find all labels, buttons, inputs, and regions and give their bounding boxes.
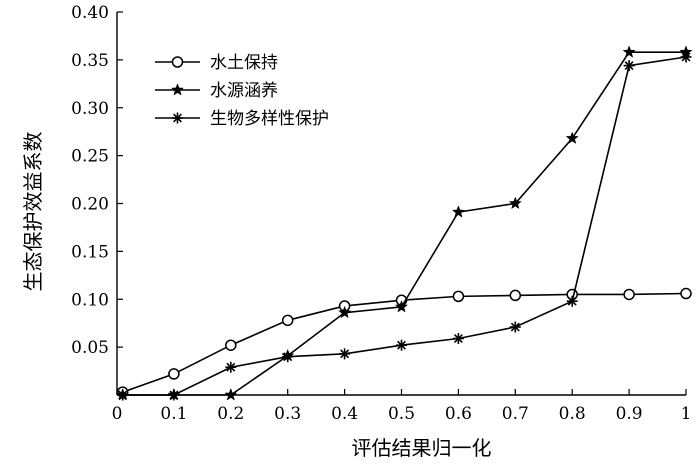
asterisk-stroke <box>118 390 128 400</box>
y-tick-label: 0.05 <box>71 338 109 358</box>
x-tick-label: 0.7 <box>502 404 529 424</box>
x-tick-label: 0.3 <box>274 404 301 424</box>
series-line-star <box>122 51 686 396</box>
asterisk-stroke <box>681 52 691 62</box>
y-tick-label: 0.25 <box>71 147 109 167</box>
legend-marker-circle <box>171 56 184 68</box>
data-point-asterisk <box>396 339 407 351</box>
data-point-star <box>622 45 636 58</box>
y-tick-label: 0.10 <box>71 290 109 310</box>
y-tick-label: 0.30 <box>71 99 109 119</box>
asterisk-stroke <box>567 296 577 306</box>
data-point-asterisk <box>168 389 180 401</box>
legend-label: 水土保持 <box>210 53 278 73</box>
data-point-star <box>394 299 409 313</box>
series-star <box>116 45 693 401</box>
data-point-star <box>508 196 522 210</box>
data-point-circle <box>680 287 692 300</box>
asterisk-stroke <box>169 390 179 400</box>
legend-label: 生物多样性保护 <box>210 109 329 129</box>
x-tick-label: 0.2 <box>217 404 244 424</box>
x-tick-label: 0.4 <box>331 404 358 424</box>
data-point-asterisk <box>117 389 129 401</box>
x-tick-label: 0 <box>112 404 123 424</box>
data-point-asterisk <box>509 321 521 333</box>
data-point-circle <box>509 289 522 302</box>
data-point-asterisk <box>339 348 351 360</box>
x-tick-label: 0.9 <box>616 404 643 424</box>
series-asterisk <box>117 51 692 401</box>
data-point-star <box>565 131 579 144</box>
data-point-asterisk <box>282 351 294 363</box>
legend-marker-asterisk <box>172 112 183 124</box>
data-point-asterisk <box>680 51 692 63</box>
x-tick-label: 0.8 <box>559 404 586 424</box>
legend-label: 水源涵养 <box>210 81 278 101</box>
data-point-circle <box>168 368 180 380</box>
data-point-circle <box>452 290 465 303</box>
y-tick-label: 0.20 <box>71 195 109 215</box>
legend-entry: 水源涵养 <box>155 81 278 101</box>
asterisk-stroke <box>453 334 463 343</box>
data-point-star <box>338 305 352 319</box>
asterisk-stroke <box>397 340 406 350</box>
y-axis-title: 生态保护效益系数 <box>21 132 45 292</box>
data-point-asterisk <box>452 333 464 345</box>
asterisk-stroke <box>624 61 634 71</box>
x-axis-title: 评估结果归一化 <box>352 436 492 460</box>
data-point-asterisk <box>623 60 635 72</box>
series-layer <box>116 45 693 401</box>
data-point-asterisk <box>566 295 578 307</box>
y-tick-label: 0.35 <box>71 51 109 71</box>
x-tick-label: 1 <box>681 404 692 424</box>
data-point-star <box>451 205 465 218</box>
legend-entry: 生物多样性保护 <box>155 109 329 129</box>
x-tick-label: 0.6 <box>445 404 472 424</box>
y-tick-label: 0.15 <box>71 242 109 262</box>
asterisk-stroke <box>510 322 520 332</box>
asterisk-stroke <box>283 352 293 362</box>
data-point-star <box>224 388 238 401</box>
x-tick-label: 0.1 <box>160 404 187 424</box>
data-point-circle <box>225 339 237 351</box>
legend-entry: 水土保持 <box>155 53 278 73</box>
asterisk-stroke <box>173 113 182 123</box>
asterisk-stroke <box>340 349 350 359</box>
series-line-asterisk <box>122 56 687 396</box>
data-point-circle <box>623 288 635 301</box>
y-tick-label: 0.40 <box>71 3 109 23</box>
ticks: 0 0.1 0.2 0.3 0.4 0.5 0.6 0.7 0.8 0.9 1 0.05 0.10 0.1… <box>71 3 691 424</box>
legend-marker-star <box>170 83 185 96</box>
data-point-asterisk <box>225 361 237 373</box>
x-tick-label: 0.5 <box>388 404 415 424</box>
asterisk-stroke <box>226 362 236 372</box>
data-point-circle <box>281 314 294 327</box>
axes <box>116 12 686 396</box>
